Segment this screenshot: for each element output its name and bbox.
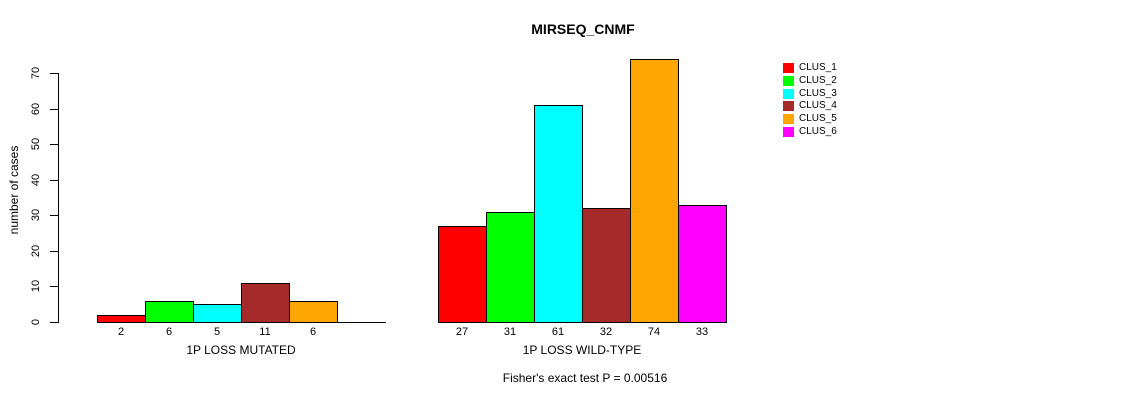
legend-row: CLUS_4 xyxy=(783,100,837,113)
y-axis-tick xyxy=(50,251,58,252)
bar-value-label: 61 xyxy=(551,326,565,338)
bar-value-label: 74 xyxy=(647,326,661,338)
y-axis-tick-label: 30 xyxy=(30,208,42,222)
bar-value-label: 6 xyxy=(309,326,317,338)
y-axis-tick-label: 60 xyxy=(30,102,42,116)
legend-row: CLUS_1 xyxy=(783,62,837,75)
bar-value-label: 11 xyxy=(259,326,271,338)
legend-label: CLUS_6 xyxy=(799,125,837,137)
y-axis-tick xyxy=(50,109,58,110)
bar-clus_4-mutated xyxy=(241,283,290,323)
legend-label: CLUS_1 xyxy=(799,62,837,74)
y-axis-tick-label: 20 xyxy=(30,244,42,258)
bar-clus_3-wildtype xyxy=(534,105,583,323)
y-axis-tick xyxy=(50,322,58,323)
legend-swatch-clus_1 xyxy=(783,63,794,74)
bar-value-label: 31 xyxy=(503,326,517,338)
bar-value-label: 32 xyxy=(599,326,613,338)
y-axis-tick xyxy=(50,144,58,145)
y-axis-tick xyxy=(50,73,58,74)
y-axis-line xyxy=(58,73,59,323)
bar-value-label: 27 xyxy=(455,326,469,338)
legend-label: CLUS_3 xyxy=(799,87,837,99)
fisher-test-annotation: Fisher's exact test P = 0.00516 xyxy=(502,371,668,385)
bar-clus_5-wildtype xyxy=(630,59,679,323)
legend-swatch-clus_2 xyxy=(783,76,794,87)
legend-swatch-clus_3 xyxy=(783,88,794,99)
bar-clus_4-wildtype xyxy=(582,208,631,323)
legend-row: CLUS_2 xyxy=(783,75,837,88)
x-axis-group-label: 1P LOSS WILD-TYPE xyxy=(522,343,642,357)
y-axis-title: number of cases xyxy=(7,145,21,235)
bar-clus_2-wildtype xyxy=(486,212,535,323)
y-axis-tick xyxy=(50,286,58,287)
legend-label: CLUS_5 xyxy=(799,113,837,125)
bar-clus_6-wildtype xyxy=(678,205,727,323)
chart-title: MIRSEQ_CNMF xyxy=(531,21,635,37)
bar-clus_5-mutated xyxy=(289,301,338,323)
legend-swatch-clus_4 xyxy=(783,101,794,112)
y-axis-tick-label: 50 xyxy=(30,137,42,151)
legend-label: CLUS_2 xyxy=(799,75,837,87)
bar-clus_1-wildtype xyxy=(438,226,487,323)
bar-value-label: 2 xyxy=(117,326,125,338)
bar-value-label: 33 xyxy=(695,326,709,338)
legend-row: CLUS_3 xyxy=(783,87,837,100)
y-axis-tick-label: 10 xyxy=(30,279,42,293)
legend-label: CLUS_4 xyxy=(799,100,837,112)
bar-clus_3-mutated xyxy=(193,304,242,323)
legend-swatch-clus_5 xyxy=(783,114,794,125)
legend-swatch-clus_6 xyxy=(783,126,794,137)
legend: CLUS_1 CLUS_2 CLUS_3 CLUS_4 CLUS_5 CLUS_6 xyxy=(783,62,837,138)
y-axis-tick-label: 0 xyxy=(30,318,42,326)
y-axis-tick-label: 70 xyxy=(30,66,42,80)
y-axis-tick-label: 40 xyxy=(30,173,42,187)
bar-value-label: 6 xyxy=(165,326,173,338)
bar-clus_1-mutated xyxy=(97,315,146,323)
legend-row: CLUS_5 xyxy=(783,113,837,126)
y-axis-tick xyxy=(50,215,58,216)
bar-value-label: 5 xyxy=(213,326,221,338)
y-axis-tick xyxy=(50,180,58,181)
bar-clus_2-mutated xyxy=(145,301,194,323)
zero-height-bar xyxy=(337,322,386,323)
legend-row: CLUS_6 xyxy=(783,125,837,138)
x-axis-group-label: 1P LOSS MUTATED xyxy=(186,343,296,357)
